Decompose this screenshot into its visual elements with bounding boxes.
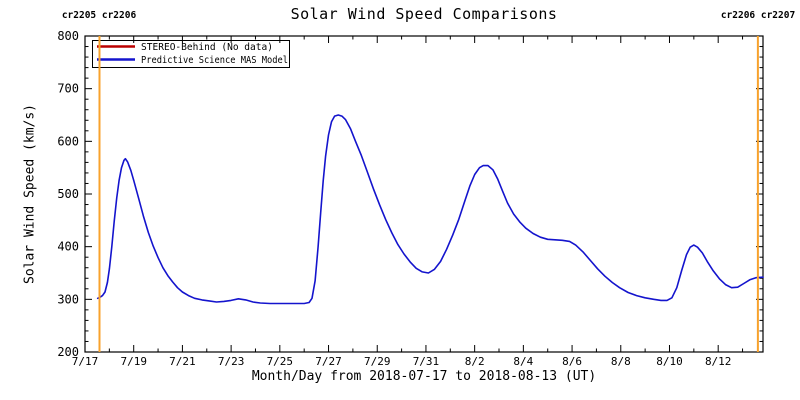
x-tick-label: 8/4 [513, 355, 533, 368]
legend-label: Predictive Science MAS Model [141, 55, 288, 66]
y-tick-label: 400 [57, 240, 79, 254]
y-tick-label: 500 [57, 187, 79, 201]
predictive-science-mas-model-curve [96, 114, 764, 305]
x-tick-label: 7/29 [364, 355, 391, 368]
y-tick-label: 700 [57, 82, 79, 96]
x-tick-label: 7/17 [72, 355, 99, 368]
x-tick-label: 7/19 [120, 355, 147, 368]
carrington-label-right: cr2206 cr2207 [720, 10, 796, 21]
x-tick-label: 8/6 [562, 355, 582, 368]
x-tick-label: 8/2 [465, 355, 485, 368]
x-axis-title: Month/Day from 2018-07-17 to 2018-08-13 … [251, 369, 597, 384]
x-tick-label: 7/23 [218, 355, 245, 368]
x-tick-label: 8/12 [705, 355, 732, 368]
y-tick-label: 300 [57, 292, 79, 306]
x-tick-label: 7/21 [169, 355, 196, 368]
x-tick-label: 8/8 [611, 355, 631, 368]
y-tick-label: 200 [57, 345, 79, 359]
x-tick-label: 7/25 [267, 355, 294, 368]
x-tick-label: 8/10 [656, 355, 683, 368]
plot-border [84, 35, 764, 353]
carrington-label-left: cr2205 cr2206 [61, 10, 137, 21]
legend-box [92, 40, 290, 68]
chart-title: Solar Wind Speed Comparisons [290, 5, 558, 23]
x-tick-label: 7/27 [315, 355, 342, 368]
legend-label: STEREO-Behind (No data) [141, 42, 273, 53]
y-tick-label: 600 [57, 134, 79, 148]
x-tick-label: 7/31 [413, 355, 440, 368]
y-tick-label: 800 [57, 29, 79, 43]
